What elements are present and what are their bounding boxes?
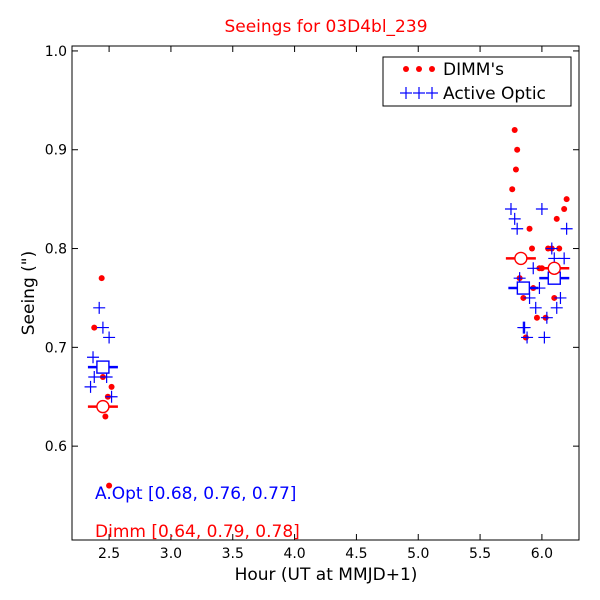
dimm-point (556, 245, 563, 252)
active-optic-median-marker (96, 360, 110, 374)
active-optic-point (96, 321, 109, 334)
dimm-point (108, 383, 115, 390)
x-tick-label: 6.0 (531, 546, 553, 562)
dimm-point (98, 275, 105, 282)
x-tick-label: 2.5 (98, 546, 120, 562)
x-axis-label: Hour (UT at MMJD+1) (235, 565, 418, 585)
dimm-median-marker (514, 251, 528, 266)
legend-dimm-marker (403, 66, 435, 72)
legend: DIMM's Active Optic (382, 56, 572, 107)
x-axis: 2.5 3.0 3.5 4.0 4.5 5.0 5.5 6.0 (98, 46, 553, 562)
active-optic-point (511, 222, 524, 235)
plot-frame (71, 45, 580, 541)
active-optic-point (105, 390, 118, 403)
legend-frame (382, 56, 572, 107)
dimm-point (526, 225, 533, 232)
dimm-point (106, 482, 113, 489)
active-optic-point (87, 351, 100, 364)
dimm-point (509, 186, 516, 193)
active-optic-point (554, 291, 567, 304)
active-optic-point (527, 262, 540, 275)
dimm-point (529, 245, 536, 252)
dimm-point (102, 413, 109, 420)
x-tick-label: 5.0 (407, 546, 429, 562)
active-optic-point (521, 331, 534, 344)
dimm-point (563, 196, 570, 203)
active-optic-point (538, 331, 551, 344)
y-axis-label: Seeing (") (19, 251, 39, 336)
dimm-point (91, 324, 98, 331)
y-tick-label: 0.8 (45, 242, 67, 258)
active-optic-point (88, 370, 101, 383)
legend-dimm-label: DIMM's (443, 60, 504, 80)
x-tick-label: 3.0 (160, 546, 182, 562)
active-optic-point (93, 301, 106, 314)
dimm-point (561, 206, 568, 213)
y-axis: 0.6 0.7 0.8 0.9 1.0 (45, 44, 579, 455)
dimm-point (520, 294, 527, 301)
dimm-median-marker (547, 261, 561, 275)
plot-layer (84, 126, 573, 489)
active-optic-point (540, 311, 553, 324)
dimm-point (553, 215, 560, 222)
annotation-dimm: Dimm [0.64, 0.79, 0.78] (95, 522, 300, 542)
y-tick-label: 1.0 (45, 44, 67, 60)
dimm-point (551, 294, 558, 301)
x-tick-label: 3.5 (222, 546, 244, 562)
active-optic-median-marker (516, 281, 531, 295)
active-optic-median-markers (87, 271, 570, 374)
legend-active-optic-label: Active Optic (443, 84, 546, 104)
chart-title: Seeings for 03D4bl_239 (224, 17, 427, 37)
active-optic-point (103, 331, 116, 344)
x-tick-label: 4.0 (283, 546, 305, 562)
y-tick-label: 0.9 (45, 143, 67, 159)
active-optic-point (517, 321, 530, 334)
y-tick-label: 0.6 (45, 439, 67, 455)
active-optic-series (84, 203, 573, 403)
active-optic-point (84, 380, 97, 393)
y-tick-label: 0.7 (45, 340, 67, 356)
active-optic-point (560, 222, 573, 235)
dimm-point (512, 166, 519, 173)
dimm-series (91, 126, 570, 489)
active-optic-point (508, 212, 521, 225)
active-optic-point (504, 203, 517, 216)
active-optic-point (550, 301, 563, 314)
active-optic-point (545, 242, 558, 255)
dimm-median-marker (96, 399, 110, 414)
active-optic-point (535, 203, 548, 216)
annotation-active-optic: A.Opt [0.68, 0.76, 0.77] (95, 484, 296, 504)
x-tick-label: 4.5 (345, 546, 367, 562)
x-tick-label: 5.5 (469, 546, 491, 562)
legend-active-optic-marker (400, 87, 438, 99)
dimm-point (514, 146, 521, 153)
dimm-point (533, 314, 540, 321)
active-optic-point (529, 301, 542, 314)
dimm-median-markers (87, 251, 570, 414)
dimm-point (511, 126, 518, 133)
